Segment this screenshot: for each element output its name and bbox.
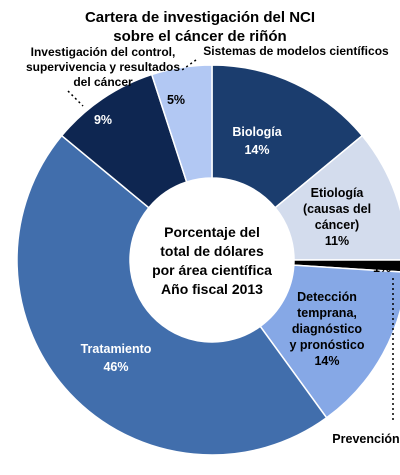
chart-title-line-1: Cartera de investigación del NCI bbox=[85, 9, 315, 26]
label-etiologia-name-3: cáncer) bbox=[315, 218, 359, 232]
center-line-4: Año fiscal 2013 bbox=[161, 281, 263, 297]
label-control-pct: 9% bbox=[94, 113, 112, 127]
label-tratamiento-pct: 46% bbox=[103, 360, 128, 374]
label-etiologia-pct: 11% bbox=[325, 234, 349, 248]
chart-title-line-2: sobre el cáncer de riñón bbox=[113, 28, 286, 45]
center-line-3: por área científica bbox=[152, 262, 272, 278]
label-prevencion-pct: 1% bbox=[373, 261, 391, 275]
center-line-2: total de dólares bbox=[160, 243, 264, 259]
label-deteccion-name-1: Detección bbox=[297, 290, 357, 304]
label-deteccion-pct: 14% bbox=[314, 354, 339, 368]
label-deteccion-name-4: y pronóstico bbox=[289, 338, 364, 352]
label-tratamiento-name: Tratamiento bbox=[81, 342, 152, 356]
label-deteccion-name-3: diagnóstico bbox=[292, 322, 363, 336]
label-control-name-2: supervivencia y resultados bbox=[26, 60, 180, 74]
label-deteccion-name-2: temprana, bbox=[297, 306, 357, 320]
label-biologia-name: Biología bbox=[232, 125, 282, 139]
label-etiologia-name-2: (causas del bbox=[303, 202, 371, 216]
label-etiologia-name-1: Etiología bbox=[311, 186, 365, 200]
label-biologia-pct: 14% bbox=[244, 143, 269, 157]
label-prevencion-name: Prevención bbox=[332, 432, 399, 446]
label-control-name-1: Investigación del control, bbox=[31, 45, 176, 59]
donut-hole bbox=[130, 178, 294, 342]
leader-control bbox=[67, 90, 84, 107]
label-control-name-3: del cáncer bbox=[73, 75, 133, 89]
label-modelos-pct: 5% bbox=[167, 93, 185, 107]
center-line-1: Porcentaje del bbox=[164, 224, 260, 240]
label-modelos-name: Sistemas de modelos científicos bbox=[203, 44, 389, 58]
